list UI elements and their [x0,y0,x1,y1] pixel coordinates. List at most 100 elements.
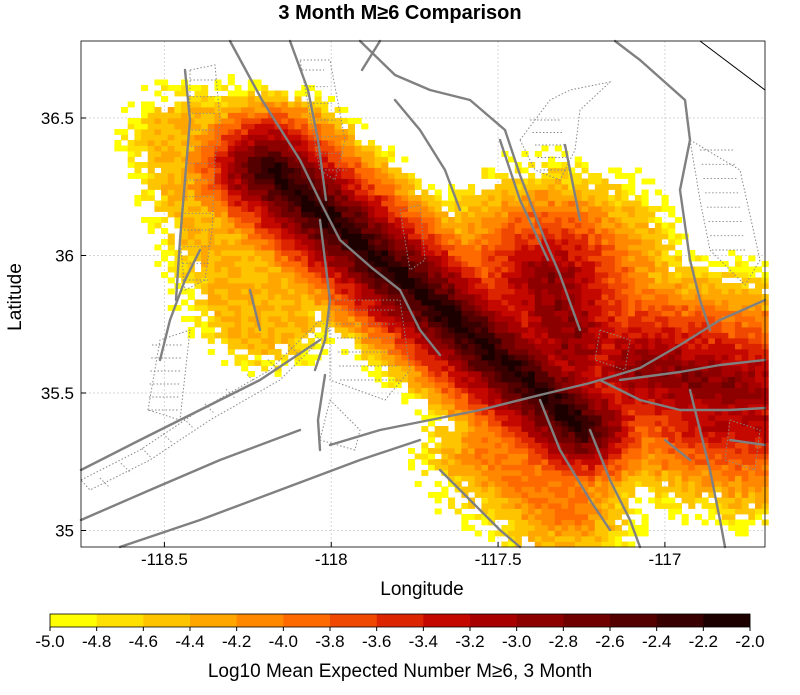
forecast-cell [401,239,409,245]
forecast-cell [668,305,676,311]
forecast-cell [488,222,496,229]
forecast-cell [448,310,456,317]
forecast-cell [728,343,736,350]
forecast-cell [468,365,476,372]
forecast-cell [374,222,382,229]
forecast-cell [448,415,456,421]
forecast-cell [187,134,195,141]
forecast-cell [594,305,602,311]
forecast-cell [428,228,436,234]
forecast-cell [127,118,135,124]
forecast-cell [548,327,556,333]
forecast-cell [494,173,502,179]
forecast-cell [241,288,249,295]
forecast-cell [307,151,315,157]
forecast-cell [701,486,709,493]
forecast-cell [614,393,622,399]
forecast-cell [568,299,576,306]
forecast-cell [694,398,702,405]
forecast-cell [734,497,743,504]
forecast-cell [481,486,489,493]
forecast-cell [514,244,522,251]
fault-line [538,398,612,532]
forecast-cell [654,316,662,322]
forecast-cell [581,530,589,537]
forecast-cell [608,195,616,201]
forecast-cell [354,200,362,207]
forecast-cell [394,178,402,185]
forecast-cell [641,288,649,295]
forecast-cell [381,338,389,344]
forecast-cell [608,349,616,355]
forecast-cell [688,481,696,487]
forecast-cell [367,250,376,256]
forecast-cell [181,140,189,146]
forecast-cell [181,129,189,135]
forecast-cell [207,321,215,328]
forecast-cell [247,217,255,223]
forecast-cell [701,343,709,350]
forecast-cell [514,431,522,438]
forecast-cell [548,420,556,427]
forecast-cell [254,299,262,306]
forecast-cell [141,140,149,146]
forecast-cell [548,486,556,493]
forecast-cell [261,195,269,201]
forecast-cell [241,96,249,102]
forecast-cell [361,365,369,372]
forecast-cell [488,316,496,322]
forecast-cell [754,316,763,322]
forecast-cell [407,354,416,361]
forecast-cell [214,233,222,240]
forecast-cell [468,470,476,476]
forecast-cell [441,277,449,284]
forecast-cell [534,503,542,509]
forecast-cell [421,376,429,383]
forecast-cell [294,239,302,245]
forecast-cell [241,156,249,163]
forecast-cell [534,277,542,284]
forecast-cell [668,503,676,509]
forecast-cell [267,255,275,262]
hatch-line [267,359,279,370]
forecast-cell [354,310,362,317]
forecast-cell [154,162,162,168]
forecast-cell [514,305,522,311]
forecast-cell [554,189,562,196]
forecast-cell [501,189,509,196]
forecast-cell [454,327,462,333]
forecast-cell [601,200,609,207]
forecast-cell [401,316,409,322]
forecast-cell [227,151,235,157]
forecast-cell [541,288,549,295]
forecast-cell [488,266,496,273]
forecast-cell [628,365,636,372]
forecast-cell [688,470,696,476]
forecast-cell [481,250,489,256]
forecast-cell [748,409,756,416]
forecast-cell [374,255,382,262]
forecast-cell [287,310,295,317]
forecast-cell [674,481,682,487]
forecast-cell [554,508,562,515]
forecast-cell [274,189,282,196]
forecast-cell [494,464,502,471]
forecast-cell [254,255,262,262]
forecast-cell [448,393,456,399]
forecast-cell [634,530,642,537]
forecast-cell [314,283,322,289]
forecast-cell [574,508,582,515]
forecast-cell [714,354,723,361]
forecast-cell [434,305,442,311]
forecast-cell [594,360,602,366]
forecast-cell [701,519,709,526]
forecast-cell [614,420,622,427]
forecast-cell [301,189,309,196]
forecast-cell [314,162,322,168]
forecast-cell [241,233,249,240]
forecast-cell [721,365,729,372]
forecast-cell [581,475,589,482]
forecast-cell [354,332,362,339]
forecast-cell [307,222,315,229]
forecast-cell [668,338,676,344]
